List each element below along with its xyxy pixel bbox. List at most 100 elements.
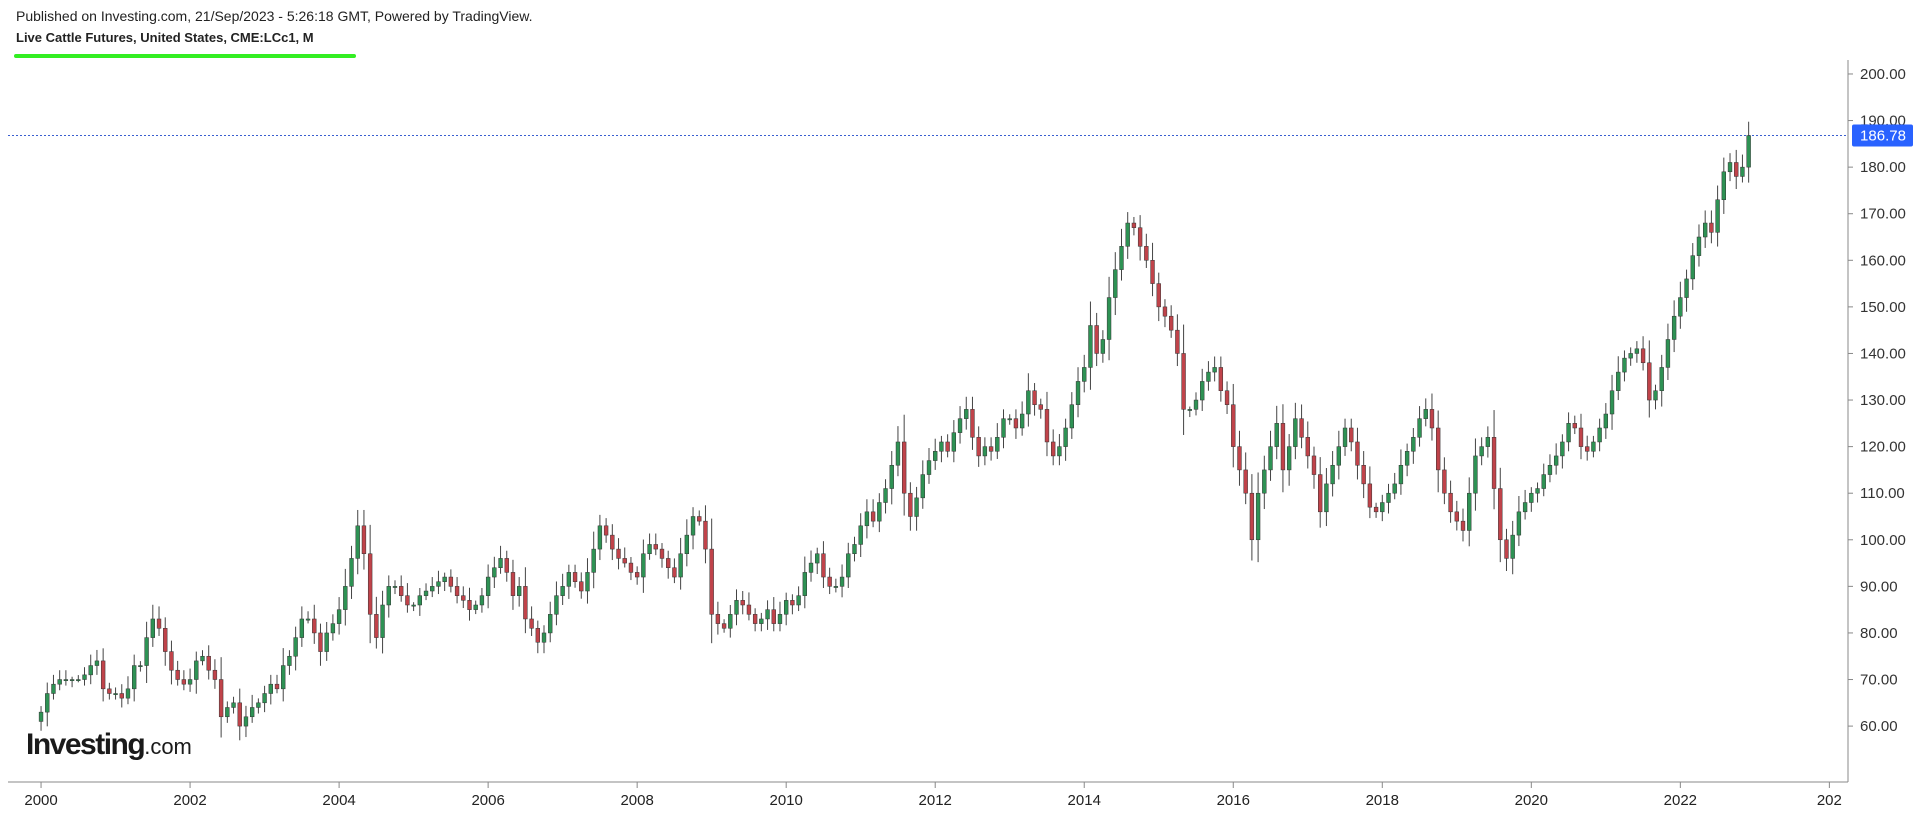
candle-up bbox=[1541, 474, 1546, 489]
candle-down bbox=[1237, 446, 1242, 471]
candle-down bbox=[572, 572, 578, 582]
candle-up bbox=[473, 604, 478, 610]
candle-down bbox=[1224, 390, 1230, 405]
x-tick-label: 2018 bbox=[1366, 792, 1399, 809]
candle-up bbox=[1001, 418, 1006, 438]
candle-down bbox=[175, 669, 180, 680]
candle-up bbox=[1597, 427, 1602, 443]
candle-down bbox=[1038, 404, 1043, 410]
candle-up bbox=[287, 655, 292, 666]
candle-up bbox=[548, 614, 553, 634]
candle-up bbox=[560, 586, 565, 596]
y-tick-label: 100.00 bbox=[1860, 532, 1906, 549]
candle-down bbox=[399, 586, 404, 596]
candle-down bbox=[1640, 348, 1646, 364]
candle-up bbox=[864, 511, 870, 527]
candle-up bbox=[1075, 381, 1081, 405]
candle-up bbox=[1715, 199, 1720, 233]
candle-up bbox=[1330, 465, 1335, 485]
x-tick-label: 2002 bbox=[173, 792, 206, 809]
candle-down bbox=[1349, 427, 1354, 443]
x-tick-label: 2016 bbox=[1217, 792, 1250, 809]
candle-up bbox=[1628, 353, 1633, 359]
candle-down bbox=[1361, 465, 1366, 485]
candle-down bbox=[206, 655, 211, 671]
candle-down bbox=[107, 688, 112, 694]
candle-up bbox=[1678, 297, 1683, 317]
candle-down bbox=[1429, 409, 1435, 429]
candle-up bbox=[324, 632, 329, 652]
candle-up bbox=[585, 572, 590, 592]
candle-down bbox=[653, 544, 658, 550]
candle-up bbox=[690, 516, 696, 536]
candle-down bbox=[163, 628, 168, 652]
candle-down bbox=[1318, 474, 1323, 513]
candle-up bbox=[815, 553, 820, 564]
candle-up bbox=[423, 590, 429, 596]
candle-down bbox=[821, 553, 826, 578]
candle-up bbox=[641, 553, 646, 578]
candle-down bbox=[970, 409, 975, 438]
candle-up bbox=[45, 693, 50, 713]
candle-up bbox=[138, 665, 143, 667]
y-tick-label: 70.00 bbox=[1860, 672, 1898, 689]
candle-up bbox=[1262, 469, 1267, 494]
candle-up bbox=[1591, 441, 1596, 452]
candle-up bbox=[1113, 269, 1118, 298]
candle-up bbox=[1293, 418, 1298, 447]
candle-up bbox=[69, 679, 75, 681]
candle-down bbox=[746, 604, 752, 615]
candle-up bbox=[1386, 492, 1391, 503]
candle-up bbox=[1026, 390, 1031, 415]
x-tick-label: 2014 bbox=[1068, 792, 1101, 809]
candle-down bbox=[1305, 437, 1310, 457]
candle-down bbox=[461, 595, 466, 601]
candles-layer bbox=[38, 121, 1751, 741]
candle-up bbox=[591, 548, 596, 573]
candle-down bbox=[1249, 492, 1255, 541]
x-tick-label: 2006 bbox=[471, 792, 504, 809]
candle-up bbox=[1740, 166, 1745, 177]
candle-down bbox=[1367, 483, 1373, 508]
candle-down bbox=[312, 618, 317, 634]
logo-suffix: .com bbox=[144, 734, 192, 759]
candle-up bbox=[1088, 325, 1093, 368]
candle-down bbox=[1585, 446, 1590, 452]
y-tick-label: 160.00 bbox=[1860, 252, 1906, 269]
y-tick-label: 150.00 bbox=[1860, 299, 1906, 316]
candle-up bbox=[877, 502, 882, 522]
candle-down bbox=[1280, 423, 1286, 471]
x-tick-label: 2010 bbox=[769, 792, 802, 809]
candle-down bbox=[1168, 315, 1174, 331]
candle-up bbox=[1746, 135, 1751, 168]
candle-down bbox=[1709, 222, 1714, 233]
candle-down bbox=[827, 576, 832, 587]
candle-up bbox=[417, 595, 422, 606]
x-tick-label: 2020 bbox=[1515, 792, 1548, 809]
x-tick-label: 2012 bbox=[919, 792, 952, 809]
candle-up bbox=[94, 660, 100, 666]
published-note: Published on Investing.com, 21/Sep/2023 … bbox=[16, 8, 533, 24]
candle-up bbox=[144, 637, 149, 666]
candle-up bbox=[194, 660, 199, 680]
candle-up bbox=[964, 409, 969, 419]
candle-down bbox=[1460, 520, 1466, 531]
candle-down bbox=[616, 548, 621, 559]
candle-up bbox=[1671, 315, 1677, 340]
candle-down bbox=[1442, 469, 1447, 494]
candle-down bbox=[1181, 353, 1186, 410]
candle-up bbox=[926, 460, 932, 475]
candle-up bbox=[1342, 427, 1348, 447]
candle-up bbox=[1423, 409, 1428, 419]
y-tick-label: 60.00 bbox=[1860, 718, 1898, 735]
candle-up bbox=[57, 679, 62, 685]
candle-up bbox=[914, 497, 919, 517]
candle-up bbox=[262, 693, 267, 704]
candle-up bbox=[88, 665, 93, 676]
candle-down bbox=[1311, 455, 1317, 475]
candle-up bbox=[1467, 492, 1472, 531]
candle-down bbox=[1299, 418, 1304, 438]
candle-up bbox=[380, 604, 385, 638]
candle-down bbox=[703, 520, 708, 550]
